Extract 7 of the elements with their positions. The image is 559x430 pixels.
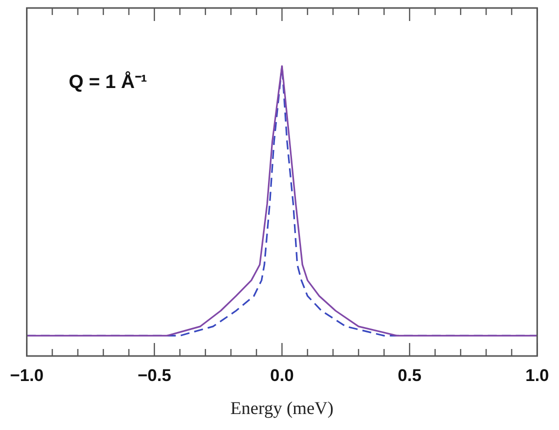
x-tick-label: 0.0 [270,366,294,385]
x-axis-title: Energy (meV) [230,398,334,418]
x-tick-label: −0.5 [138,366,172,385]
annotation: Q = 1 Å⁻¹ [68,71,148,93]
x-tick-label: 1.0 [525,366,550,385]
x-tick-label: 0.5 [398,366,422,385]
x-tick-label: −1.0 [10,366,44,385]
